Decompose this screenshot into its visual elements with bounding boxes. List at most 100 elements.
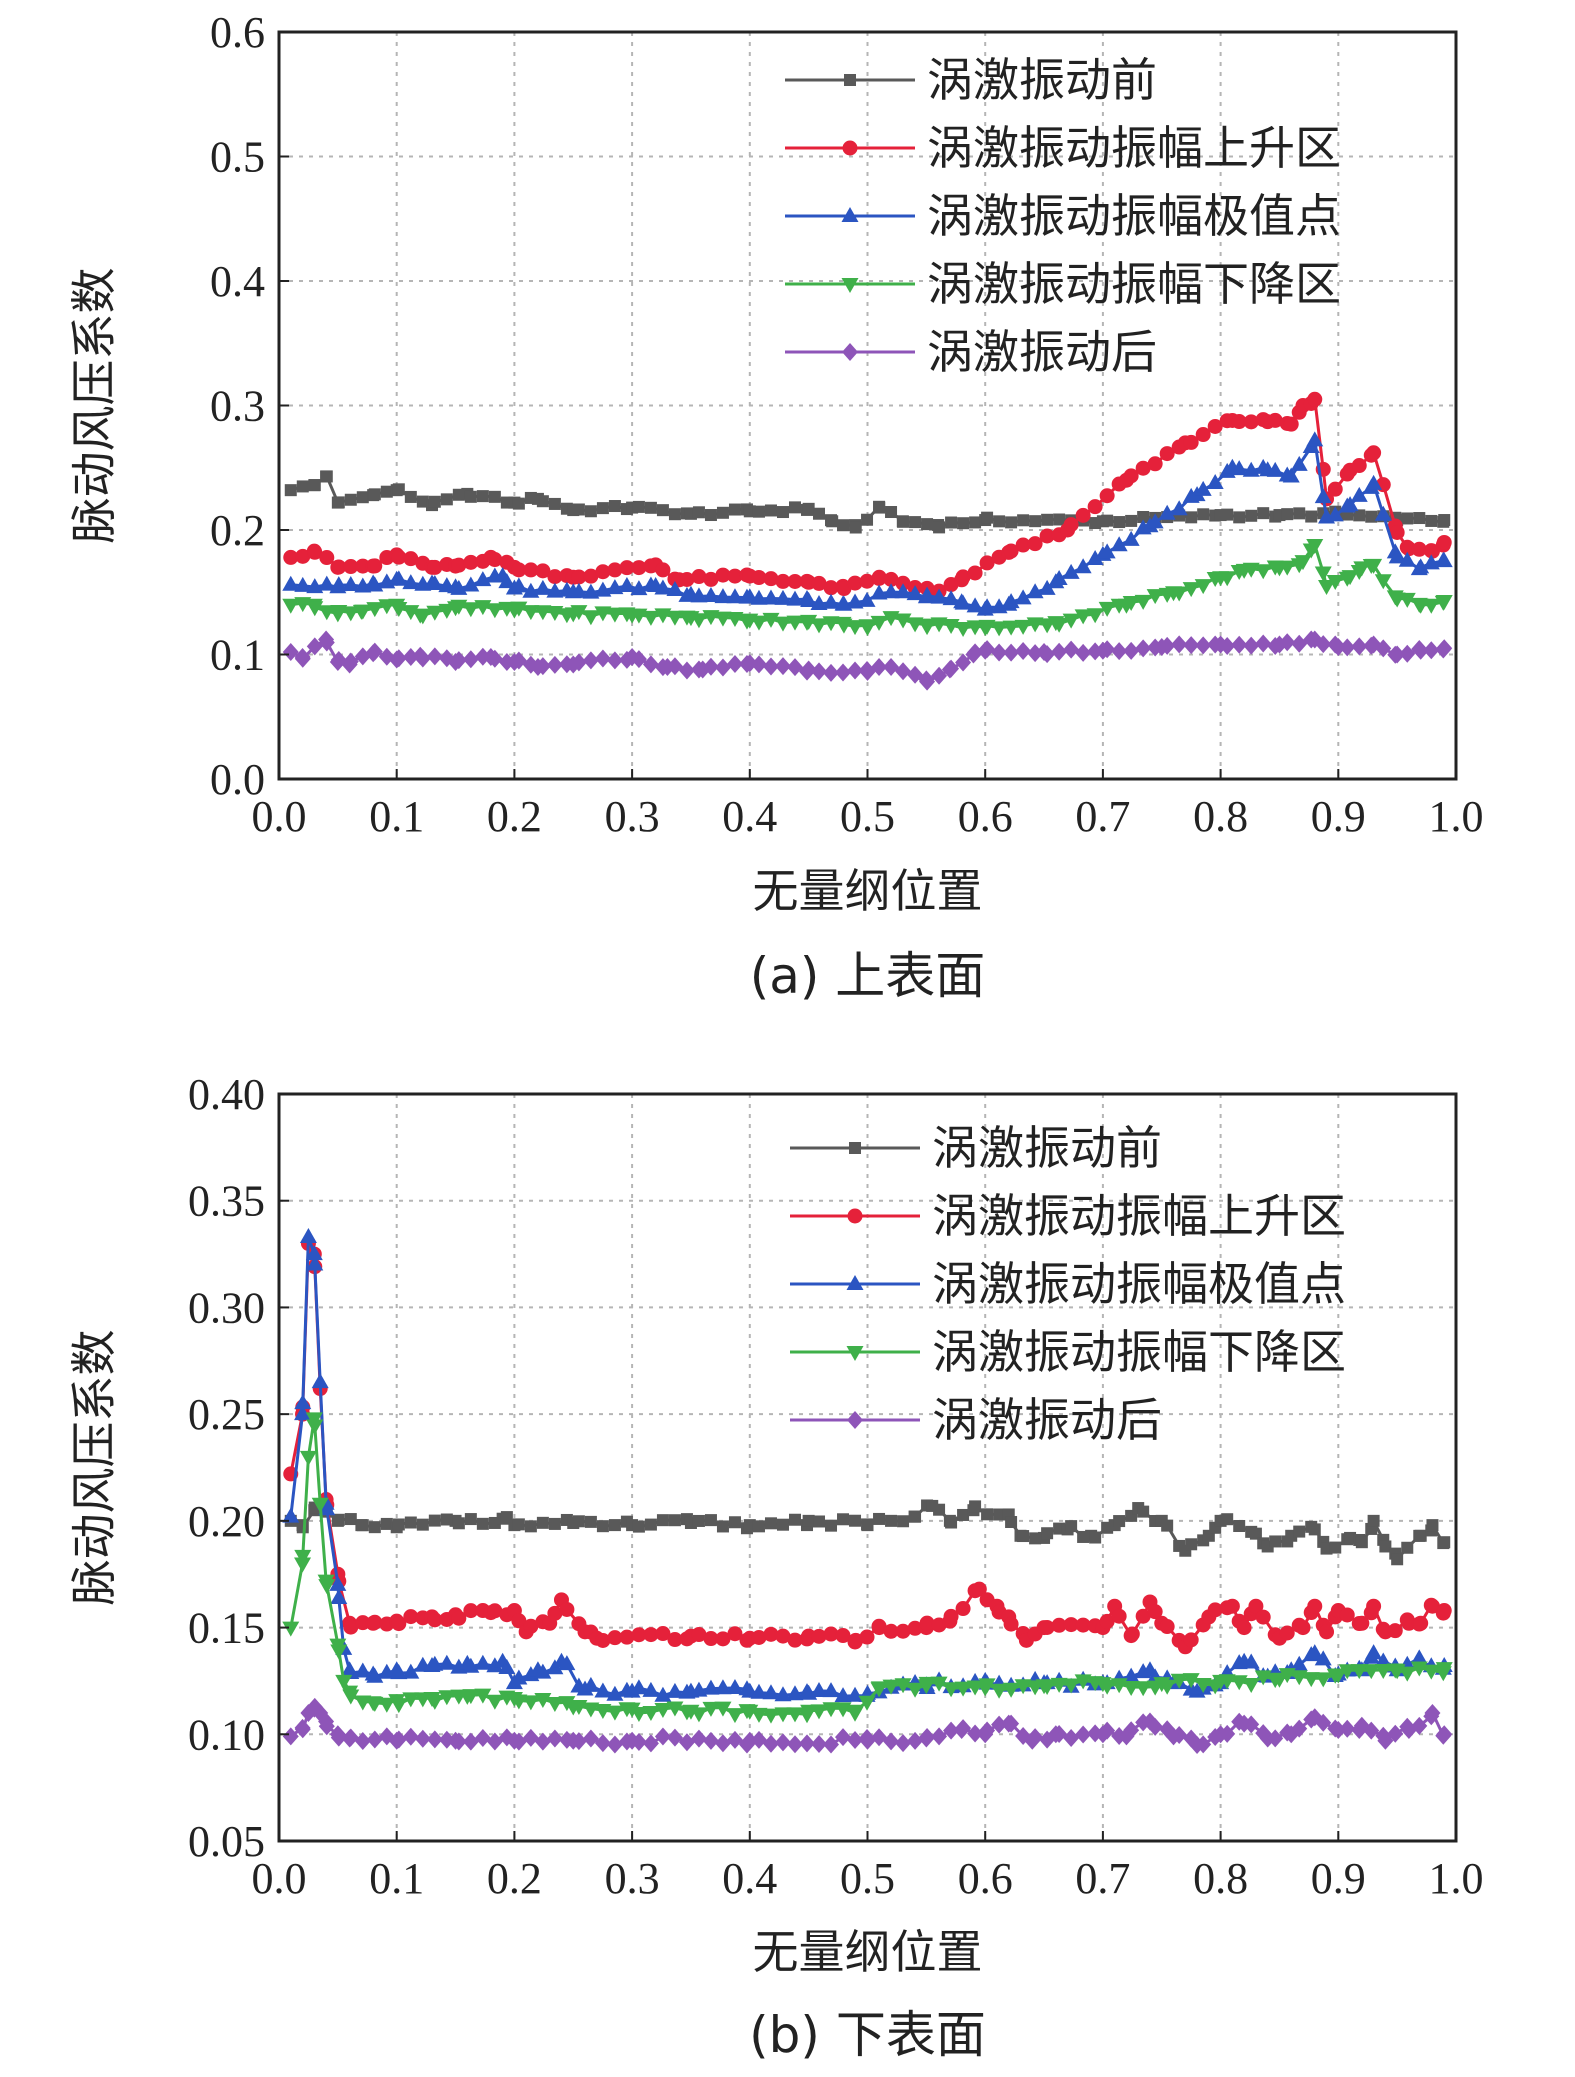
series-point-b-2-24	[438, 1654, 456, 1670]
series-point-b-2-119	[1306, 1644, 1324, 1660]
series-point-a-0-3	[308, 479, 321, 492]
series-point-b-4-78	[1003, 1714, 1020, 1733]
series-point-a-2-127	[1435, 552, 1453, 568]
series-b-3	[282, 1412, 1453, 1724]
series-point-a-1-125	[1411, 541, 1427, 557]
series-point-a-4-98	[1159, 636, 1176, 655]
series-point-a-3-41	[666, 610, 684, 626]
series-point-b-2-10	[330, 1589, 348, 1605]
legend-marker-b-0	[849, 1142, 861, 1154]
series-point-a-1-80	[1027, 536, 1043, 552]
series-point-a-0-40	[632, 500, 645, 513]
series-point-a-3-46	[714, 611, 732, 627]
series-point-a-4-5	[318, 633, 335, 652]
series-point-a-4-56	[762, 657, 779, 676]
series-point-b-4-18	[402, 1727, 419, 1746]
series-point-a-2-29	[546, 582, 564, 598]
series-point-a-3-65	[894, 613, 912, 629]
series-point-b-1-135	[1354, 1615, 1370, 1631]
series-point-a-1-65	[883, 571, 899, 587]
series-point-a-1-47	[715, 567, 731, 583]
series-point-b-4-29	[510, 1732, 527, 1751]
x-tick-label-a-2: 0.2	[487, 792, 542, 841]
series-point-a-4-124	[1399, 644, 1416, 663]
legend-label-b-4: 涡激振动后	[932, 1393, 1162, 1447]
series-point-a-0-71	[921, 518, 934, 531]
series-point-a-2-98	[1206, 473, 1224, 489]
series-point-b-4-59	[835, 1728, 852, 1747]
series-point-b-2-3	[299, 1227, 317, 1243]
series-point-b-3-76	[942, 1682, 960, 1698]
series-point-b-4-62	[859, 1731, 876, 1750]
series-point-b-3-98	[1158, 1679, 1176, 1695]
series-point-b-3-70	[882, 1679, 900, 1695]
series-point-b-3-32	[510, 1694, 528, 1710]
series-point-b-4-104	[1219, 1724, 1236, 1743]
series-point-a-1-7	[343, 559, 359, 575]
y-axis-label-a: 脉动风压系数	[67, 268, 121, 544]
series-point-a-1-74	[967, 565, 983, 581]
series-point-b-4-60	[847, 1731, 864, 1750]
series-point-b-4-43	[654, 1727, 671, 1746]
series-point-b-4-125	[1387, 1724, 1404, 1743]
series-point-a-3-28	[534, 605, 552, 621]
series-point-a-2-51	[762, 589, 780, 605]
series-point-a-4-82	[1003, 643, 1020, 662]
series-point-b-3-100	[1182, 1673, 1200, 1689]
series-point-a-4-58	[786, 658, 803, 677]
series-point-a-1-91	[1135, 460, 1151, 476]
series-point-b-4-124	[1377, 1731, 1394, 1750]
series-point-a-0-22	[464, 490, 477, 503]
series-point-b-3-47	[666, 1701, 684, 1717]
series-point-a-1-45	[691, 569, 707, 585]
series-point-b-1-83	[971, 1581, 987, 1597]
ticks-a: 0.0 0.1 0.2 0.3 0.4 0.5 0.6 0.7 0.8 0.9 1.0 0.0 0.1 0…	[210, 8, 1484, 841]
series-point-a-1-84	[1063, 517, 1079, 533]
series-point-a-2-72	[966, 597, 984, 613]
series-point-b-3-113	[1314, 1672, 1332, 1688]
series-point-a-0-101	[1233, 511, 1246, 524]
series-point-a-4-107	[1255, 634, 1272, 653]
series-point-a-4-46	[666, 657, 683, 676]
series-point-b-2-16	[366, 1667, 384, 1683]
series-point-b-0-29	[536, 1516, 549, 1529]
series-point-a-4-42	[630, 650, 647, 669]
series-point-a-3-101	[1242, 562, 1260, 578]
series-point-a-1-79	[1015, 537, 1031, 553]
series-point-a-4-88	[1063, 640, 1080, 659]
series-point-b-1-120	[1248, 1598, 1264, 1614]
series-point-b-4-10	[330, 1728, 347, 1747]
series-point-a-2-62	[870, 584, 888, 600]
series-point-a-0-53	[764, 504, 777, 517]
series-point-a-4-38	[594, 649, 611, 668]
series-point-a-0-90	[1113, 516, 1126, 529]
series-point-a-4-129	[1436, 639, 1453, 658]
legend-marker-b-2	[846, 1275, 864, 1290]
series-point-a-1-90	[1123, 468, 1139, 484]
series-point-a-3-83	[1074, 609, 1092, 625]
series-point-a-3-114	[1341, 570, 1359, 586]
series-point-a-0-9	[356, 491, 369, 504]
series-point-a-1-117	[1351, 458, 1367, 474]
series-point-b-0-14	[392, 1518, 405, 1531]
series-point-b-4-37	[594, 1734, 611, 1753]
series-point-b-0-129	[1379, 1540, 1392, 1553]
series-point-b-0-62	[861, 1519, 874, 1532]
series-point-a-4-114	[1315, 635, 1332, 654]
series-group-a	[282, 391, 1453, 691]
series-point-b-2-6	[311, 1373, 329, 1389]
x-tick-label-b-10: 1.0	[1429, 1854, 1484, 1903]
series-point-b-1-124	[1279, 1625, 1295, 1641]
series-point-b-3-23	[426, 1694, 444, 1710]
chart-upper-surface: 0.0 0.1 0.2 0.3 0.4 0.5 0.6 0.7 0.8 0.9 1.0 0.0 0.1 0…	[67, 8, 1484, 1005]
series-point-a-0-97	[1197, 508, 1210, 521]
series-point-b-4-57	[811, 1735, 828, 1754]
series-point-b-1-144	[1413, 1615, 1429, 1631]
series-point-a-0-76	[969, 516, 982, 529]
x-tick-label-b-6: 0.6	[958, 1854, 1013, 1903]
series-point-b-2-4	[305, 1245, 323, 1261]
series-point-a-1-92	[1147, 456, 1163, 472]
series-point-a-2-5	[330, 576, 348, 592]
series-point-a-4-72	[919, 672, 936, 691]
series-point-b-2-36	[534, 1663, 552, 1679]
